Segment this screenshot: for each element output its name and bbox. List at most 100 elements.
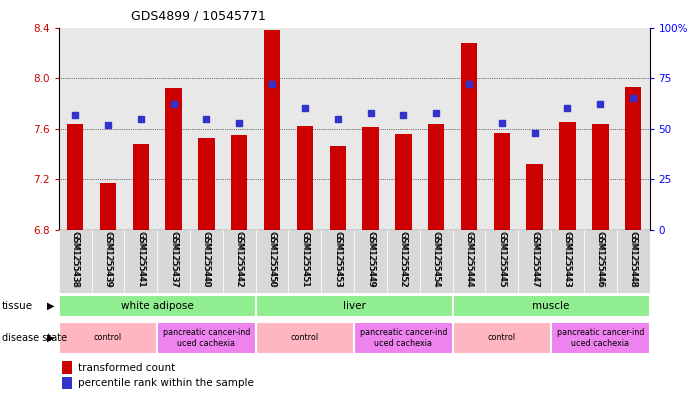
Point <box>201 116 212 122</box>
Text: GSM1255443: GSM1255443 <box>563 231 572 287</box>
Bar <box>124 230 158 293</box>
Bar <box>91 230 124 293</box>
Text: GSM1255440: GSM1255440 <box>202 232 211 288</box>
Text: GSM1255443: GSM1255443 <box>563 232 572 288</box>
Point <box>595 101 606 108</box>
Bar <box>100 183 116 230</box>
Bar <box>616 230 650 293</box>
Bar <box>133 144 149 230</box>
Bar <box>157 230 190 293</box>
FancyBboxPatch shape <box>157 322 256 354</box>
Text: control: control <box>94 334 122 342</box>
Text: control: control <box>291 334 319 342</box>
Text: GSM1255442: GSM1255442 <box>235 231 244 287</box>
Bar <box>485 230 518 293</box>
Point <box>496 119 507 126</box>
Text: GSM1255446: GSM1255446 <box>596 231 605 287</box>
FancyBboxPatch shape <box>59 295 256 317</box>
Bar <box>190 230 223 293</box>
Text: GSM1255442: GSM1255442 <box>235 232 244 288</box>
Text: GSM1255439: GSM1255439 <box>104 232 113 288</box>
Bar <box>592 124 609 230</box>
Point <box>332 116 343 122</box>
Text: GSM1255444: GSM1255444 <box>464 232 473 288</box>
Text: GSM1255445: GSM1255445 <box>498 232 507 288</box>
Bar <box>518 230 551 293</box>
Text: GSM1255444: GSM1255444 <box>464 231 473 287</box>
Text: GSM1255437: GSM1255437 <box>169 232 178 288</box>
Text: GSM1255452: GSM1255452 <box>399 231 408 287</box>
Point <box>398 111 409 118</box>
Text: GSM1255449: GSM1255449 <box>366 232 375 288</box>
Text: GSM1255452: GSM1255452 <box>399 232 408 288</box>
Text: white adipose: white adipose <box>121 301 193 311</box>
Text: GSM1255451: GSM1255451 <box>301 231 310 287</box>
Text: liver: liver <box>343 301 366 311</box>
Text: GSM1255454: GSM1255454 <box>432 232 441 288</box>
FancyBboxPatch shape <box>453 295 650 317</box>
Bar <box>428 124 444 230</box>
Point <box>267 81 278 87</box>
Bar <box>493 132 510 230</box>
Text: disease state: disease state <box>2 333 67 343</box>
Bar <box>61 361 73 373</box>
Text: ▶: ▶ <box>47 301 55 311</box>
Point <box>627 95 638 101</box>
Text: GSM1255439: GSM1255439 <box>104 231 113 287</box>
Text: GSM1255451: GSM1255451 <box>301 232 310 288</box>
Text: transformed count: transformed count <box>78 362 176 373</box>
Text: GSM1255453: GSM1255453 <box>333 232 342 288</box>
Bar <box>395 134 412 230</box>
Text: GSM1255441: GSM1255441 <box>136 231 145 287</box>
Point <box>464 81 475 87</box>
Bar <box>584 230 616 293</box>
Text: GSM1255454: GSM1255454 <box>432 231 441 287</box>
FancyBboxPatch shape <box>256 295 453 317</box>
Bar <box>527 164 543 230</box>
Text: GSM1255447: GSM1255447 <box>530 232 539 288</box>
Text: GSM1255449: GSM1255449 <box>366 231 375 287</box>
Text: GSM1255445: GSM1255445 <box>498 231 507 287</box>
Text: percentile rank within the sample: percentile rank within the sample <box>78 378 254 388</box>
Bar <box>461 43 477 230</box>
Point <box>234 119 245 126</box>
Bar <box>289 230 321 293</box>
Text: GSM1255440: GSM1255440 <box>202 231 211 287</box>
FancyBboxPatch shape <box>59 322 157 354</box>
Point <box>365 109 376 116</box>
Point <box>430 109 442 116</box>
Bar <box>551 230 584 293</box>
Text: GSM1255453: GSM1255453 <box>333 231 342 287</box>
Bar <box>198 138 215 230</box>
Text: GSM1255438: GSM1255438 <box>70 231 79 287</box>
Bar <box>165 88 182 230</box>
Text: ▶: ▶ <box>47 333 55 343</box>
Point <box>529 130 540 136</box>
Text: muscle: muscle <box>532 301 570 311</box>
Bar <box>67 124 84 230</box>
Text: GSM1255450: GSM1255450 <box>267 231 276 287</box>
Point <box>299 105 310 112</box>
Bar <box>231 135 247 230</box>
Point <box>135 116 146 122</box>
Point <box>168 101 179 108</box>
Bar <box>387 230 419 293</box>
Bar <box>256 230 289 293</box>
Bar <box>223 230 256 293</box>
FancyBboxPatch shape <box>256 322 354 354</box>
Bar <box>264 30 281 230</box>
Bar <box>453 230 485 293</box>
Bar <box>419 230 453 293</box>
Text: GSM1255438: GSM1255438 <box>70 232 79 288</box>
Text: tissue: tissue <box>2 301 33 311</box>
Bar <box>296 126 313 230</box>
Bar <box>330 147 346 230</box>
Text: GSM1255446: GSM1255446 <box>596 232 605 288</box>
FancyBboxPatch shape <box>354 322 453 354</box>
Point <box>562 105 573 112</box>
Bar <box>321 230 354 293</box>
Text: control: control <box>488 334 516 342</box>
Bar <box>354 230 387 293</box>
Text: GDS4899 / 10545771: GDS4899 / 10545771 <box>131 10 266 23</box>
Text: GSM1255448: GSM1255448 <box>629 231 638 287</box>
